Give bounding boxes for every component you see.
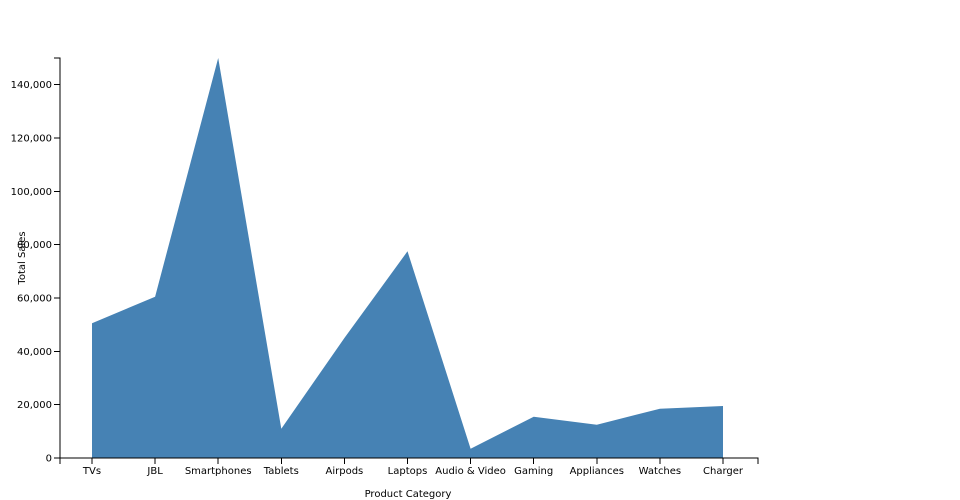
y-axis: 0 20,000 40,000 60,000 80,000 100,000 120,000 1…	[11, 57, 61, 465]
area-layer	[91, 57, 724, 458]
area-series-0	[92, 58, 723, 458]
x-axis-line	[59, 457, 759, 464]
x-tick-label: Appliances	[570, 466, 624, 477]
x-tick-label: Airpods	[326, 466, 364, 477]
x-tick-label: JBL	[146, 466, 163, 477]
x-tick-label: Laptops	[388, 466, 428, 477]
y-axis-title: Total Sales	[17, 231, 28, 285]
y-tick-label: 20,000	[17, 400, 52, 411]
y-tick-label: 100,000	[11, 187, 52, 198]
x-tick-label: Smartphones	[185, 466, 252, 477]
x-tick-label: Watches	[639, 466, 682, 477]
y-tick-label: 0	[46, 454, 52, 465]
y-tick-label: 140,000	[11, 80, 52, 91]
y-tick-label: 40,000	[17, 347, 52, 358]
y-tick-label: 120,000	[11, 134, 52, 145]
x-axis-title: Product Category	[365, 489, 452, 500]
x-tick-label: TVs	[82, 466, 101, 477]
x-tick-label: Tablets	[263, 466, 299, 477]
x-tick-label: Audio & Video	[435, 466, 506, 477]
x-tick-label: Gaming	[514, 466, 553, 477]
x-axis: TVs JBL Smartphones Tablets Airpods Laptops Au…	[59, 457, 759, 477]
y-axis-line	[54, 57, 61, 459]
y-tick-label: 80,000	[17, 240, 52, 251]
x-tick-label: Charger	[703, 466, 744, 477]
y-tick-label: 60,000	[17, 294, 52, 305]
